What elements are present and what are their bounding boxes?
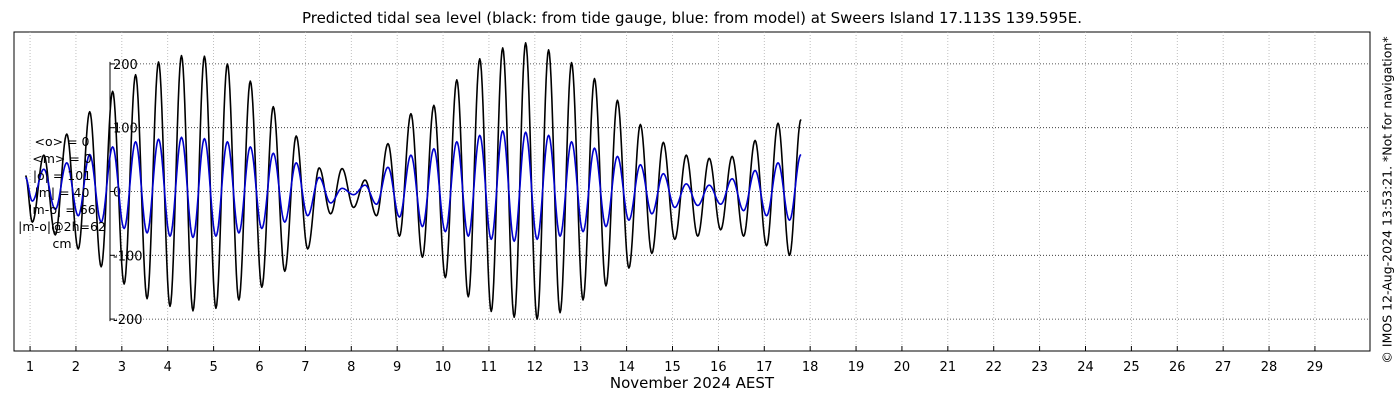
x-tick-label-25: 25 bbox=[1123, 360, 1140, 375]
x-tick-label-8: 8 bbox=[347, 360, 355, 375]
x-tick-label-16: 16 bbox=[710, 360, 727, 375]
y-tick-label--200: -200 bbox=[113, 313, 143, 328]
x-tick-label-29: 29 bbox=[1307, 360, 1324, 375]
x-tick-label-4: 4 bbox=[164, 360, 172, 375]
x-tick-label-24: 24 bbox=[1077, 360, 1094, 375]
x-tick-label-15: 15 bbox=[664, 360, 681, 375]
credit-text: © IMOS 12-Aug-2024 13:53:21. *Not for na… bbox=[1379, 36, 1395, 364]
x-tick-label-19: 19 bbox=[848, 360, 865, 375]
series-group bbox=[24, 42, 802, 320]
x-tick-label-2: 2 bbox=[72, 360, 80, 375]
x-tick-label-21: 21 bbox=[940, 360, 957, 375]
x-tick-label-7: 7 bbox=[301, 360, 309, 375]
y-tick-label-200: 200 bbox=[113, 58, 138, 73]
x-tick-label-5: 5 bbox=[209, 360, 217, 375]
series-line-gauge bbox=[24, 42, 802, 320]
x-tick-label-23: 23 bbox=[1031, 360, 1048, 375]
stat-abs-observed: |o| = 101 bbox=[32, 168, 92, 183]
stat-abs-model: |m| = 40 bbox=[34, 185, 90, 200]
x-tick-label-3: 3 bbox=[118, 360, 126, 375]
stats-panel: <o> = 0 <m> = 0 |o| = 101 |m| = 40 |m-o|… bbox=[14, 133, 110, 252]
x-tick-label-22: 22 bbox=[985, 360, 1002, 375]
x-tick-label-1: 1 bbox=[26, 360, 34, 375]
stat-abs-diff: |m-o| = 66 bbox=[28, 202, 96, 217]
x-tick-label-27: 27 bbox=[1215, 360, 1232, 375]
stat-abs-diff-2h: |m-o|@2h=62 bbox=[18, 219, 106, 234]
stat-mean-model: <m> = 0 bbox=[32, 151, 92, 166]
x-tick-label-18: 18 bbox=[802, 360, 819, 375]
x-tick-label-17: 17 bbox=[756, 360, 773, 375]
stat-unit: cm bbox=[52, 236, 72, 251]
x-tick-label-12: 12 bbox=[527, 360, 544, 375]
x-tick-label-11: 11 bbox=[481, 360, 498, 375]
axes: 1 2 3 4 5 6 7 8 9 10 11 12 13 14 15 16 17 18 19 20 21 22 23 24 2… bbox=[26, 58, 1323, 375]
x-tick-label-14: 14 bbox=[618, 360, 635, 375]
stat-mean-observed: <o> = 0 bbox=[34, 134, 90, 149]
x-tick-label-9: 9 bbox=[393, 360, 401, 375]
x-tick-label-20: 20 bbox=[894, 360, 911, 375]
x-tick-label-28: 28 bbox=[1261, 360, 1278, 375]
y-tick-label-0: 0 bbox=[113, 186, 121, 201]
x-axis-label: November 2024 AEST bbox=[609, 374, 775, 392]
x-tick-label-10: 10 bbox=[435, 360, 452, 375]
x-tick-label-26: 26 bbox=[1169, 360, 1186, 375]
grid bbox=[29, 32, 1370, 351]
chart-title: Predicted tidal sea level (black: from t… bbox=[301, 9, 1083, 27]
x-tick-label-13: 13 bbox=[572, 360, 589, 375]
series-line-model bbox=[25, 130, 802, 243]
x-tick-label-6: 6 bbox=[255, 360, 263, 375]
